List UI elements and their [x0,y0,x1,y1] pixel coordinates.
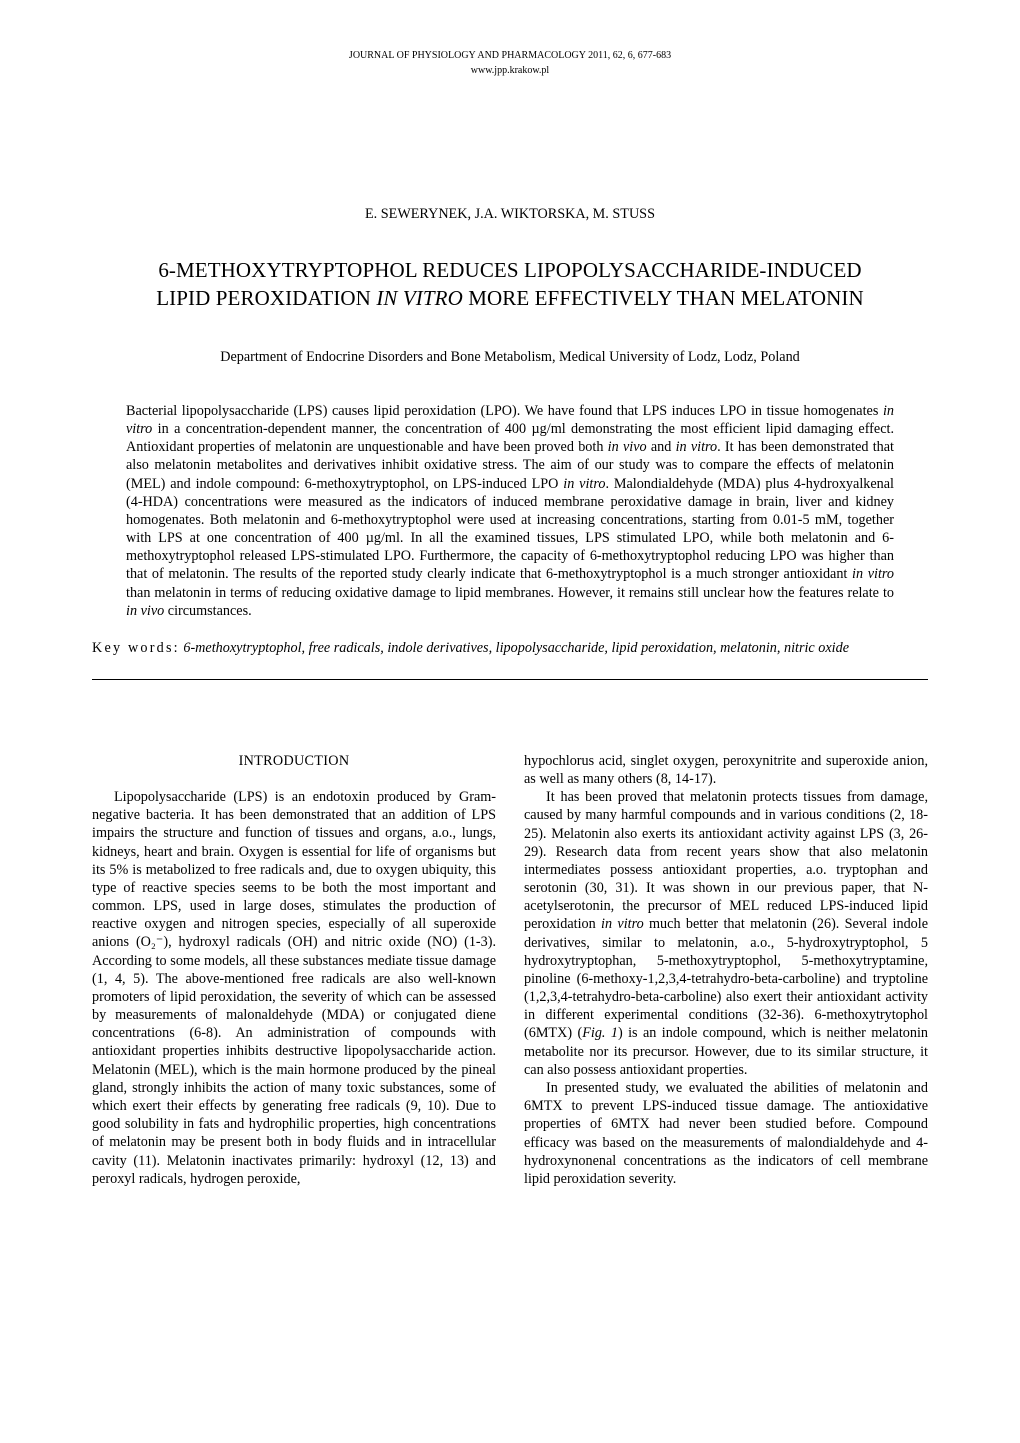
abstract-text: Bacterial lipopolysaccharide (LPS) cause… [126,403,883,419]
body-italic: in vitro [601,916,644,932]
title-line-2: LIPID PEROXIDATION IN VITRO MORE EFFECTI… [156,286,863,310]
paper-title: 6-METHOXYTRYPTOPHOL REDUCES LIPOPOLYSACC… [92,257,928,313]
right-column: hypochlorus acid, singlet oxygen, peroxy… [524,752,928,1188]
keywords-line: Key words: 6-methoxytryptophol, free rad… [92,640,928,657]
body-italic: Fig. 1 [582,1025,618,1041]
title-line-1: 6-METHOXYTRYPTOPHOL REDUCES LIPOPOLYSACC… [158,258,861,282]
abstract-italic: in vitro [676,439,718,455]
abstract-italic: in vitro [852,566,894,582]
keywords-text: 6-methoxytryptophol, free radicals, indo… [180,640,849,656]
abstract-italic: in vitro [563,476,605,492]
section-heading-introduction: INTRODUCTION [92,752,496,770]
authors-line: E. SEWERYNEK, J.A. WIKTORSKA, M. STUSS [92,206,928,223]
body-text: much better that melatonin (26). Several… [524,916,928,1041]
keywords-label: Key words: [92,640,180,656]
abstract-italic: in vivo [608,439,647,455]
abstract-block: Bacterial lipopolysaccharide (LPS) cause… [126,402,894,620]
intro-paragraph-1: Lipopolysaccharide (LPS) is an endotoxin… [92,788,496,1188]
abstract-italic: in vivo [126,603,164,619]
abstract-text: circumstances. [164,603,251,619]
horizontal-rule [92,679,928,680]
abstract-text: than melatonin in terms of reducing oxid… [126,585,894,601]
journal-url: www.jpp.krakow.pl [92,65,928,76]
two-column-body: INTRODUCTION Lipopolysaccharide (LPS) is… [92,752,928,1188]
body-text: It has been proved that melatonin protec… [524,789,928,932]
left-column: INTRODUCTION Lipopolysaccharide (LPS) is… [92,752,496,1188]
intro-paragraph-2: It has been proved that melatonin protec… [524,788,928,1079]
journal-citation: JOURNAL OF PHYSIOLOGY AND PHARMACOLOGY 2… [92,50,928,61]
intro-paragraph-1-cont: hypochlorus acid, singlet oxygen, peroxy… [524,752,928,788]
affiliation: Department of Endocrine Disorders and Bo… [92,349,928,366]
abstract-text: and [647,439,676,455]
intro-paragraph-3: In presented study, we evaluated the abi… [524,1079,928,1188]
